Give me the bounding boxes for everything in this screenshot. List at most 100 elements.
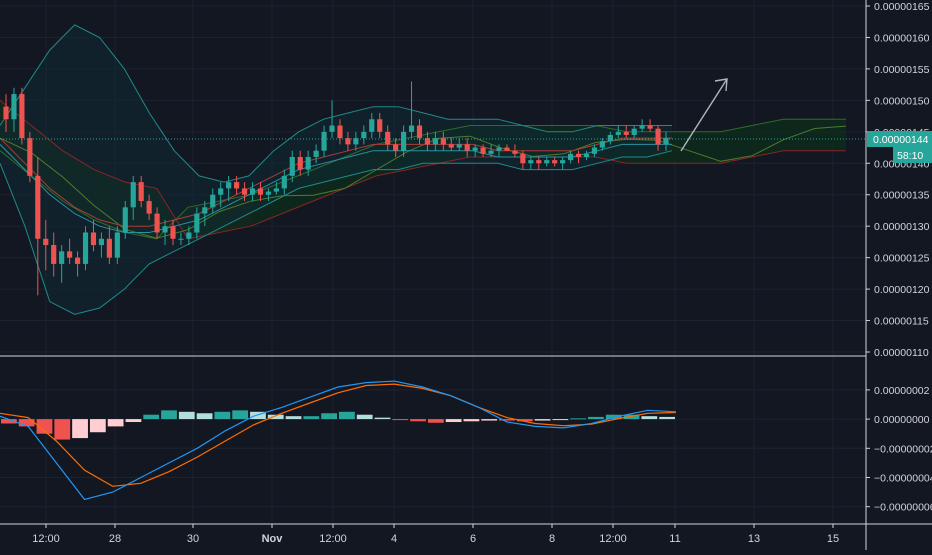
candle-body bbox=[281, 175, 287, 189]
time-tick-label: 12:00 bbox=[599, 533, 627, 545]
candle-body bbox=[607, 134, 613, 142]
time-tick-label: 13 bbox=[748, 533, 760, 545]
macd-tick-label: −0.00000004 bbox=[874, 473, 932, 485]
macd-histogram-bar bbox=[321, 413, 337, 420]
macd-tick-label: −0.00000006 bbox=[874, 502, 932, 514]
candle-body bbox=[138, 182, 144, 202]
bollinger-band-fill bbox=[0, 24, 672, 315]
macd-histogram-bar bbox=[107, 419, 124, 427]
macd-histogram-bar bbox=[18, 419, 35, 427]
macd-histogram-bar bbox=[89, 419, 106, 433]
macd-line bbox=[0, 380, 677, 501]
bollinger-basis-line bbox=[0, 137, 672, 227]
candle-body bbox=[615, 131, 621, 135]
candle-body bbox=[106, 238, 112, 258]
current-price-label: 0.00000144 bbox=[873, 134, 929, 146]
candle-body bbox=[186, 232, 192, 239]
macd-axis[interactable]: 0.00000002 0.00000000 −0.00000002 −0.000000… bbox=[866, 385, 932, 514]
macd-histogram-bar bbox=[339, 411, 355, 420]
ichimoku-span-a-line bbox=[0, 118, 846, 240]
bollinger-lower-band bbox=[0, 150, 673, 315]
candle-body bbox=[480, 147, 486, 154]
candle-body bbox=[154, 213, 160, 233]
candle-body bbox=[35, 175, 41, 239]
candle-body bbox=[663, 138, 669, 145]
candle-body bbox=[353, 138, 359, 145]
macd-histogram-bar bbox=[623, 414, 640, 420]
candle-body bbox=[273, 188, 279, 192]
macd-histogram-bar bbox=[605, 414, 622, 420]
candle-body bbox=[194, 213, 200, 233]
candle-body bbox=[520, 153, 526, 164]
candle-body bbox=[512, 150, 518, 154]
price-tick-label: 0.00000165 bbox=[874, 1, 930, 13]
candle-body bbox=[583, 153, 590, 157]
candle-body bbox=[226, 182, 232, 189]
macd-histogram-bar bbox=[54, 419, 71, 440]
candle-body bbox=[369, 119, 375, 132]
candle-body bbox=[289, 156, 295, 176]
candle-body bbox=[448, 144, 454, 148]
candle-body bbox=[361, 131, 367, 139]
macd-histogram bbox=[1, 410, 675, 440]
price-tick-label: 0.00000130 bbox=[874, 221, 930, 233]
time-axis[interactable]: 12:00 28 30 Nov 12:00 4 6 8 12:00 11 13 15 bbox=[0, 523, 932, 545]
price-tick-label: 0.00000125 bbox=[874, 253, 930, 265]
macd-tick-label: 0.00000002 bbox=[874, 385, 930, 397]
candle-body bbox=[178, 238, 184, 240]
candle-body bbox=[43, 238, 49, 246]
candle-body bbox=[552, 160, 558, 164]
candle-body bbox=[265, 191, 271, 195]
macd-histogram-bar bbox=[427, 419, 444, 423]
macd-histogram-bar bbox=[250, 411, 266, 420]
candle-body bbox=[210, 194, 216, 208]
macd-histogram-bar bbox=[659, 416, 675, 420]
candle-body bbox=[202, 207, 208, 214]
macd-histogram-bar bbox=[356, 414, 373, 420]
candle-body bbox=[408, 125, 415, 132]
candle-body bbox=[98, 238, 105, 246]
candle-body bbox=[401, 131, 407, 151]
candle-body bbox=[472, 147, 478, 151]
macd-histogram-bar bbox=[641, 416, 658, 420]
macd-histogram-bar bbox=[588, 416, 604, 420]
candle-body bbox=[51, 245, 57, 264]
macd-signal-line bbox=[0, 383, 677, 487]
candle-body bbox=[599, 141, 605, 148]
candle-body bbox=[257, 188, 264, 195]
candle-body bbox=[464, 144, 470, 151]
candle-body bbox=[385, 131, 391, 145]
candle-body bbox=[496, 147, 502, 151]
price-pane[interactable] bbox=[0, 24, 866, 315]
time-tick-label: Nov bbox=[262, 533, 284, 545]
time-tick-label: 6 bbox=[470, 533, 476, 545]
ichimoku-base-line bbox=[0, 143, 672, 233]
price-axis[interactable]: 0.00000165 0.00000160 0.00000155 0.00000150… bbox=[865, 0, 932, 550]
time-tick-label: 12:00 bbox=[319, 533, 347, 545]
macd-pane[interactable] bbox=[0, 380, 677, 501]
bollinger-upper-band bbox=[0, 24, 672, 183]
macd-tick-label: 0.00000000 bbox=[874, 414, 930, 426]
time-tick-label: 4 bbox=[391, 533, 397, 545]
candle-body bbox=[82, 232, 89, 264]
trend-arrow-drawing[interactable] bbox=[680, 78, 728, 152]
candle-body bbox=[74, 257, 81, 264]
candle-body bbox=[19, 94, 25, 139]
candlestick-series[interactable] bbox=[3, 81, 669, 296]
candle-body bbox=[11, 94, 17, 120]
candle-body bbox=[393, 144, 399, 151]
arrow-head bbox=[714, 78, 728, 92]
candle-body bbox=[170, 226, 176, 239]
candle-body bbox=[234, 182, 240, 189]
candle-body bbox=[3, 106, 9, 120]
candle-body bbox=[297, 156, 303, 170]
candle-body bbox=[59, 251, 65, 264]
macd-tick-label: −0.00000002 bbox=[874, 443, 932, 455]
candle-body bbox=[337, 125, 343, 139]
time-tick-label: 28 bbox=[109, 533, 121, 545]
price-tick-label: 0.00000110 bbox=[874, 347, 929, 359]
candle-body bbox=[504, 147, 510, 151]
candle-body bbox=[639, 125, 645, 129]
